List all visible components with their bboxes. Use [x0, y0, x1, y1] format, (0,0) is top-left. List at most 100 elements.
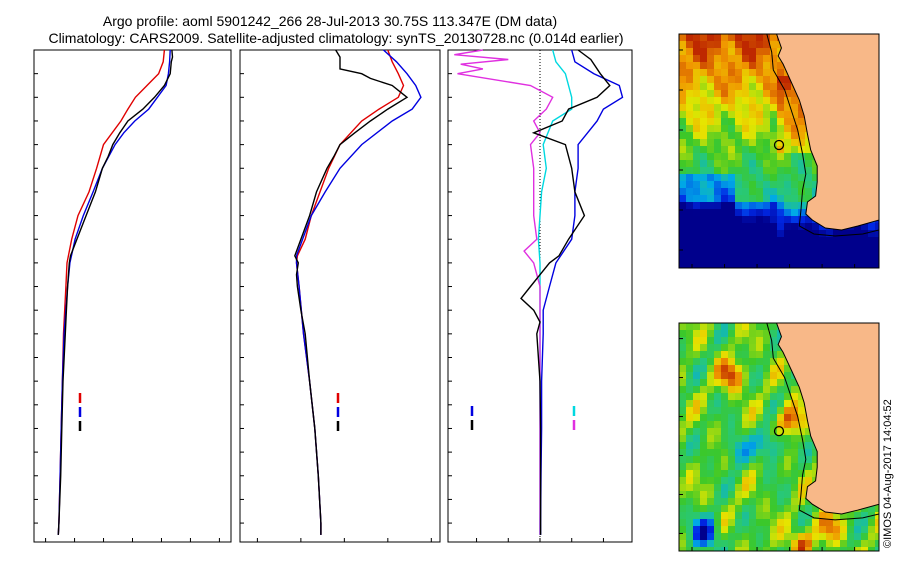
- map-cell: [868, 519, 876, 527]
- map-cell: [791, 104, 799, 112]
- map-cell: [847, 526, 855, 534]
- map-cell: [735, 533, 743, 541]
- map-cell: [777, 237, 785, 245]
- map-cell: [791, 167, 799, 175]
- map-cell: [770, 330, 778, 338]
- map-cell: [770, 449, 778, 457]
- map-cell: [756, 104, 764, 112]
- map-cell: [791, 146, 799, 154]
- map-cell: [707, 139, 715, 147]
- map-cell: [679, 244, 687, 252]
- map-cell: [749, 547, 757, 551]
- map-cell: [714, 55, 722, 63]
- map-cell: [875, 230, 879, 238]
- map-cell: [728, 62, 736, 70]
- map-cell: [693, 244, 701, 252]
- map-cell: [763, 484, 771, 492]
- map-cell: [686, 372, 694, 380]
- map-cell: [763, 153, 771, 161]
- map-cell: [763, 358, 771, 366]
- map-cell: [714, 230, 722, 238]
- map-cell: [812, 181, 820, 189]
- map-cell: [798, 407, 806, 415]
- map-cell: [742, 379, 750, 387]
- map-cell: [784, 153, 792, 161]
- map-cell: [868, 258, 876, 266]
- map-cell: [868, 230, 876, 238]
- map-cell: [686, 547, 694, 551]
- map-cell: [770, 533, 778, 541]
- map-cell: [693, 258, 701, 266]
- map-cell: [686, 449, 694, 457]
- map-cell: [847, 258, 855, 266]
- map-cell: [735, 547, 743, 551]
- map-cell: [714, 463, 722, 471]
- map-cell: [854, 519, 862, 527]
- map-cell: [763, 69, 771, 77]
- map-cell: [791, 428, 799, 436]
- map-cell: [700, 540, 708, 548]
- map-cell: [756, 477, 764, 485]
- map-cell: [763, 48, 771, 56]
- map-cell: [798, 230, 806, 238]
- map-cell: [749, 386, 757, 394]
- map-cell: [770, 167, 778, 175]
- map-cell: [770, 407, 778, 415]
- map-cell: [707, 435, 715, 443]
- map-cell: [777, 519, 785, 527]
- map-cell: [700, 223, 708, 231]
- map-cell: [749, 97, 757, 105]
- map-cell: [686, 491, 694, 499]
- map-cell: [700, 132, 708, 140]
- map-cell: [721, 526, 729, 534]
- map-cell: [770, 484, 778, 492]
- map-cell: [714, 160, 722, 168]
- map-cell: [735, 330, 743, 338]
- map-cell: [707, 519, 715, 527]
- map-cell: [749, 379, 757, 387]
- map-cell: [791, 456, 799, 464]
- map-cell: [714, 104, 722, 112]
- map-cell: [693, 463, 701, 471]
- map-cell: [679, 442, 687, 450]
- map-cell: [742, 167, 750, 175]
- map-cell: [770, 344, 778, 352]
- map-cell: [805, 533, 813, 541]
- map-cell: [756, 491, 764, 499]
- map-cell: [805, 449, 813, 457]
- map-cell: [868, 533, 876, 541]
- map-cell: [756, 484, 764, 492]
- map-cell: [798, 132, 806, 140]
- map-cell: [749, 62, 757, 70]
- map-cell: [686, 323, 694, 331]
- map-cell: [742, 153, 750, 161]
- map-cell: [749, 34, 757, 42]
- map-cell: [749, 48, 757, 56]
- map-cell: [749, 428, 757, 436]
- map-cell: [770, 540, 778, 548]
- map-cell: [707, 463, 715, 471]
- map-cell: [770, 125, 778, 133]
- map-cell: [735, 456, 743, 464]
- map-cell: [679, 421, 687, 429]
- map-cell: [742, 330, 750, 338]
- map-cell: [679, 477, 687, 485]
- map-cell: [679, 195, 687, 203]
- map-cell: [679, 414, 687, 422]
- map-cell: [756, 470, 764, 478]
- map-cell: [791, 533, 799, 541]
- map-cell: [700, 512, 708, 520]
- map-cell: [686, 83, 694, 91]
- map-cell: [742, 484, 750, 492]
- map-cell: [700, 209, 708, 217]
- map-cell: [679, 519, 687, 527]
- map-cell: [728, 351, 736, 359]
- map-cell: [693, 540, 701, 548]
- map-cell: [693, 160, 701, 168]
- map-cell: [735, 477, 743, 485]
- map-cell: [700, 118, 708, 126]
- map-cell: [742, 505, 750, 513]
- map-cell: [868, 526, 876, 534]
- map-cell: [714, 97, 722, 105]
- map-cell: [700, 48, 708, 56]
